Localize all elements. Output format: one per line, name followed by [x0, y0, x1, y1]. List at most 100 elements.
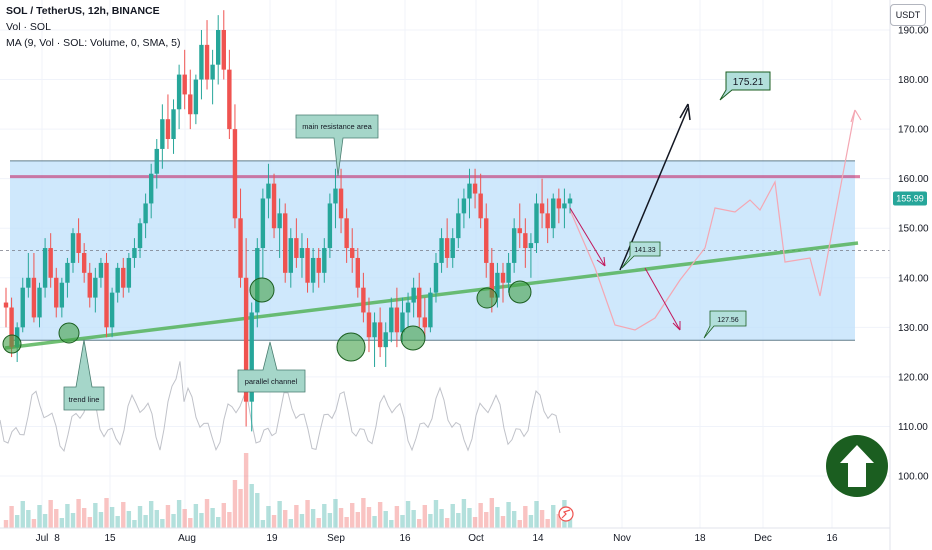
candle — [322, 238, 327, 283]
volume-bar — [48, 500, 53, 528]
volume-bar — [283, 510, 288, 528]
parallel-channel-callout: parallel channel — [237, 341, 306, 393]
volume-bar — [154, 510, 159, 528]
volume-bar — [255, 493, 260, 528]
volume-bar — [461, 499, 467, 528]
candle — [567, 193, 573, 214]
volume-bar — [221, 503, 226, 528]
volume-bar — [417, 519, 422, 528]
x-tick-label: 18 — [694, 533, 706, 544]
candle — [310, 248, 316, 293]
volume-bar — [305, 500, 310, 528]
volume-bar — [132, 520, 137, 528]
candle — [422, 297, 428, 338]
arrow-up-badge — [826, 435, 888, 497]
volume-bar — [495, 507, 500, 528]
symbol-title[interactable]: SOL / TetherUS, 12h, BINANCE — [6, 5, 160, 17]
candle — [389, 297, 394, 343]
trend-line-callout: trend line — [63, 339, 105, 411]
touch-circle — [476, 287, 498, 309]
candle — [221, 10, 226, 80]
volume-bar — [411, 510, 416, 528]
volume-bar — [556, 514, 562, 528]
volume-bar — [366, 507, 372, 528]
projection-path — [569, 109, 862, 331]
volume-bar — [277, 501, 282, 528]
candle — [165, 94, 171, 149]
candle — [215, 15, 221, 85]
candle — [126, 253, 132, 293]
volume-bar — [377, 502, 383, 528]
volume-bar — [143, 515, 148, 528]
candle — [523, 218, 528, 268]
volume-bar — [322, 504, 327, 528]
candle — [411, 277, 416, 318]
candle — [227, 49, 232, 140]
volume-bar — [333, 499, 338, 528]
volume-bar — [400, 515, 405, 528]
touch-circle — [508, 280, 532, 304]
volume-bar — [489, 498, 495, 528]
volume-bar — [294, 505, 299, 528]
volume-bar — [310, 509, 316, 528]
x-tick-label: Sep — [327, 533, 345, 544]
target-high-callout: 175.21 — [719, 71, 771, 101]
volume-bar — [288, 519, 293, 528]
candle — [539, 178, 545, 229]
candle — [361, 272, 366, 323]
trend-line-label: trend line — [69, 395, 100, 404]
volume-bar — [444, 518, 450, 528]
volume-bar — [266, 506, 271, 528]
candle — [316, 248, 321, 288]
volume-bar — [372, 516, 377, 528]
x-tick-label: 8 — [54, 533, 60, 544]
arrow-up-icon — [840, 445, 874, 487]
candle — [461, 188, 467, 229]
candle — [210, 49, 215, 105]
candle — [428, 287, 433, 333]
volume-indicator-label[interactable]: Vol · SOL — [6, 21, 51, 33]
candle — [405, 292, 411, 328]
target-low-callout: 127.56 — [703, 310, 747, 339]
candle — [20, 277, 25, 333]
volume-bar — [204, 499, 210, 528]
x-tick-label: Aug — [178, 533, 196, 544]
volume-bar — [109, 507, 115, 528]
candle — [48, 233, 53, 288]
candle — [154, 139, 159, 189]
x-tick-label: Nov — [613, 533, 631, 544]
volume-bar — [215, 517, 221, 528]
volume-bar — [484, 512, 489, 528]
price-axis[interactable]: 100.00 110.00 120.00 130.00 140.00 150.00 160.… — [889, 0, 929, 550]
candle — [115, 262, 120, 303]
volume-bar — [3, 520, 9, 528]
y-tick-label: 190.00 — [898, 26, 929, 37]
volume-bar — [165, 505, 171, 528]
candle — [562, 188, 567, 229]
candle — [65, 257, 70, 298]
x-tick-label: Dec — [754, 533, 772, 544]
volume-bar — [394, 506, 400, 528]
volume-bar — [551, 505, 556, 528]
candle — [444, 218, 450, 268]
candle — [176, 64, 182, 130]
candle — [121, 257, 126, 298]
candle — [377, 307, 383, 358]
touch-circle — [249, 277, 275, 303]
replay-icon[interactable] — [558, 506, 574, 522]
volume-bar — [98, 512, 104, 528]
callouts: main resistance area trend line parallel… — [63, 71, 771, 411]
time-axis[interactable]: Jul 8 15 Aug 19 Sep 16 Oct 14 Nov 18 Dec 16 — [0, 527, 890, 544]
candle — [277, 198, 282, 258]
volume-bar — [344, 517, 349, 528]
currency-button[interactable]: USDT — [890, 4, 926, 26]
volume-bar — [478, 503, 483, 528]
candle — [137, 218, 143, 258]
ma-indicator-label[interactable]: MA (9, Vol · SOL: Volume, 0, SMA, 5) — [6, 37, 181, 49]
volume-bar — [450, 504, 455, 528]
candle — [433, 253, 439, 303]
candle — [506, 253, 511, 293]
volume-bar — [350, 503, 355, 528]
candle — [171, 99, 176, 154]
